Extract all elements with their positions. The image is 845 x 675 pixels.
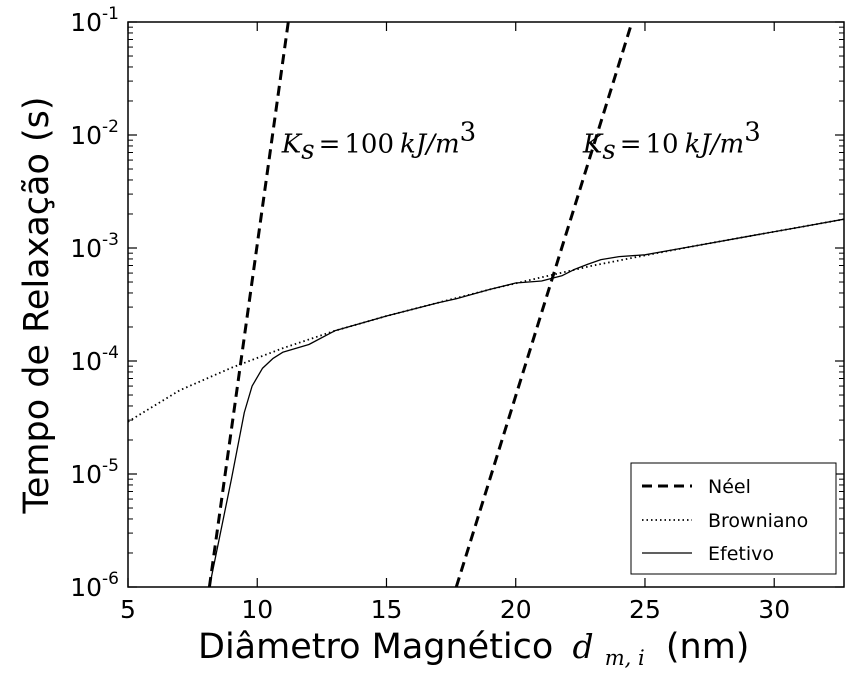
x-axis-title-unit: (nm) [666,627,750,667]
x-tick-label: 5 [120,595,136,624]
y-tick-label: 10-5 [70,456,119,489]
y-tick-label: 10-2 [70,117,119,150]
x-axis-title: Diâmetro Magnético d m, i (nm) [198,627,749,674]
series-nel-line-2 [454,22,634,587]
x-axis-title-text: Diâmetro Magnético [198,627,553,667]
annotation-ks-100: Ks = 100 kJ/m3 [281,118,476,166]
legend-label-browniano: Browniano [708,510,808,532]
legend: Néel Browniano Efetivo [630,462,837,575]
annotations: Ks = 100 kJ/m3 Ks = 10 kJ/m3 [281,118,761,166]
y-axis-title: Tempo de Relaxação (s) [17,96,57,514]
x-axis-ticks: 5 10 15 20 25 30 [120,22,790,624]
legend-label-neel: Néel [708,476,751,498]
x-axis-title-math: d [572,627,593,666]
y-tick-label: 10-3 [70,230,119,263]
series-efetivo-line [208,218,844,587]
y-tick-label: 10-1 [70,4,119,37]
y-tick-label: 10-4 [70,343,119,376]
x-tick-label: 20 [500,595,532,624]
legend-label-efetivo: Efetivo [708,543,774,565]
x-tick-label: 25 [629,595,661,624]
y-axis-ticks: 10-6 10-5 10-4 10-3 10-2 10-1 [70,4,844,602]
series-nel-line-1 [207,22,290,587]
plot-frame [127,21,845,588]
x-axis-title-math-sub: m, i [605,646,645,670]
annotation-ks-10: Ks = 10 kJ/m3 [582,118,761,166]
y-tick-label: 10-6 [70,569,119,602]
x-tick-label: 10 [241,595,273,624]
x-tick-label: 30 [758,595,790,624]
x-tick-label: 15 [371,595,403,624]
legend-box [630,462,837,575]
